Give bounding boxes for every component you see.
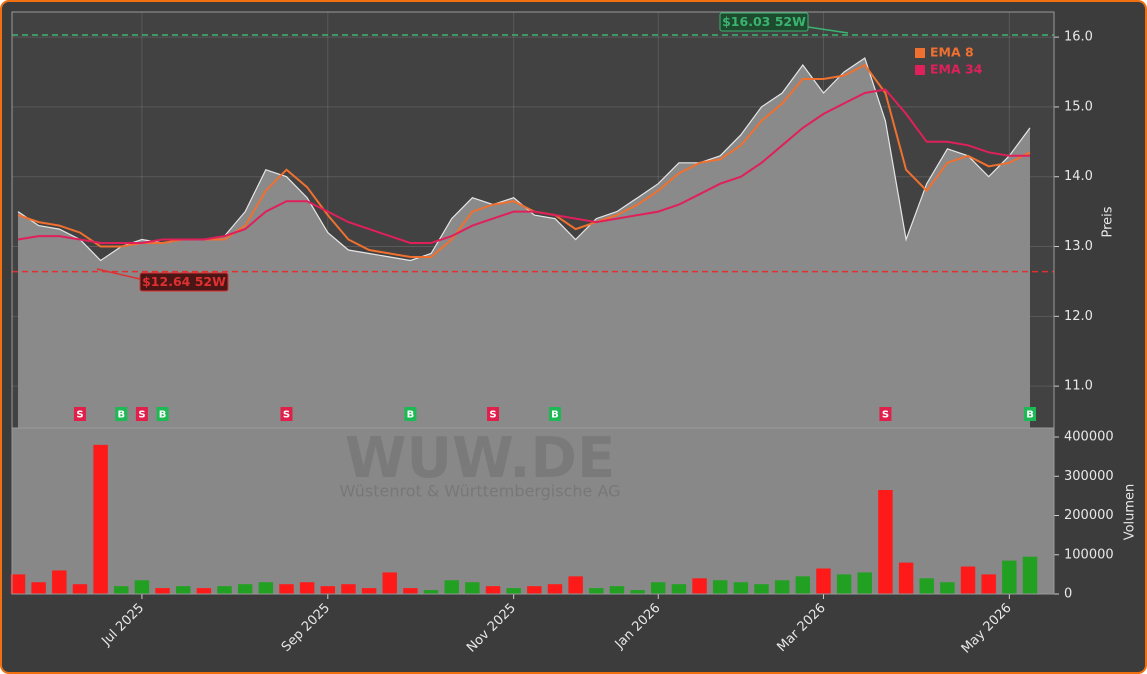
volume-bar	[361, 588, 377, 594]
y-tick-label: 400000	[1064, 430, 1114, 445]
signal-label: B	[117, 410, 125, 421]
volume-bar	[320, 586, 336, 594]
low-arrow	[96, 268, 141, 280]
y-tick-label: 300000	[1064, 469, 1114, 484]
volume-bar	[485, 586, 501, 594]
signal-box	[404, 407, 417, 421]
volume-bar	[795, 576, 811, 594]
signal-label: B	[407, 410, 415, 421]
volume-border	[11, 427, 1055, 595]
volume-bar	[981, 574, 996, 594]
legend-label: EMA 8	[930, 45, 974, 60]
high-label: $16.03 52W	[722, 14, 806, 29]
signal-box	[73, 407, 86, 421]
signal-box	[548, 407, 561, 421]
signal-label: B	[551, 410, 559, 421]
volume-bar	[940, 582, 955, 594]
volume-bar	[403, 588, 418, 594]
volume-bar	[237, 584, 253, 594]
volume-bar	[258, 582, 274, 594]
volume-bar	[382, 572, 397, 594]
signal-box	[135, 407, 148, 421]
signal-label: S	[76, 410, 83, 421]
volume-bar	[609, 586, 625, 594]
low-label-box	[139, 272, 229, 292]
volume-bar	[114, 586, 129, 594]
volume-bar	[506, 588, 521, 594]
volume-bar	[134, 580, 150, 594]
legend-swatch	[915, 48, 925, 58]
y-axis-label: Preis	[1101, 206, 1116, 237]
volume-bar	[196, 588, 212, 594]
y-tick-label: 200000	[1064, 508, 1114, 523]
volume-bar	[93, 444, 108, 594]
y-tick-label: 100000	[1064, 547, 1114, 562]
y-axis-label: Volumen	[1123, 484, 1138, 541]
y-tick-label: 14.0	[1064, 169, 1093, 184]
signal-box	[1024, 407, 1036, 421]
volume-bar	[589, 588, 604, 594]
volume-bar	[919, 578, 934, 594]
volume-bar	[444, 580, 459, 594]
volume-bar	[1022, 556, 1038, 594]
volume-bar	[774, 580, 790, 594]
volume-bar	[630, 590, 645, 594]
y-tick-label: 0	[1064, 587, 1072, 602]
volume-bar	[651, 582, 666, 594]
volume-bar	[836, 574, 852, 594]
volume-bar	[10, 574, 26, 594]
volume-bar	[31, 582, 46, 594]
volume-bar	[898, 562, 914, 594]
y-tick-label: 16.0	[1064, 30, 1093, 45]
legend-label: EMA 34	[930, 62, 983, 77]
signal-label: B	[159, 410, 167, 421]
volume-bar	[692, 578, 707, 594]
volume-bar	[1002, 560, 1017, 594]
volume-bar	[299, 582, 315, 594]
volume-bar	[816, 568, 831, 594]
low-label: $12.64 52W	[142, 274, 226, 289]
volume-bar	[175, 586, 191, 594]
y-tick-label: 12.0	[1064, 309, 1093, 324]
volume-bar	[527, 586, 542, 594]
volume-bar	[72, 584, 88, 594]
signal-box	[879, 407, 892, 421]
signal-label: S	[489, 410, 496, 421]
volume-bar	[712, 580, 728, 594]
high-arrow	[807, 26, 849, 34]
y-tick-label: 15.0	[1064, 99, 1093, 114]
volume-bar	[754, 584, 769, 594]
watermark: WUW.DE	[345, 426, 615, 491]
signal-label: S	[882, 410, 889, 421]
volume-bar	[568, 576, 583, 594]
signal-box	[280, 407, 293, 421]
high-label-box	[719, 12, 809, 32]
signal-label: S	[283, 410, 290, 421]
volume-bar	[878, 490, 893, 594]
y-tick-label: 13.0	[1064, 239, 1093, 254]
volume-bar	[279, 584, 294, 594]
signal-box	[115, 407, 128, 421]
volume-bar	[465, 582, 480, 594]
signal-box	[487, 407, 500, 421]
legend-swatch	[915, 65, 925, 75]
volume-bar	[547, 584, 563, 594]
volume-bar	[733, 582, 749, 594]
volume-bar	[217, 586, 232, 594]
volume-bar	[671, 584, 687, 594]
volume-bar	[52, 570, 67, 594]
signal-label: B	[1026, 410, 1034, 421]
y-tick-label: 11.0	[1064, 379, 1093, 394]
signal-label: S	[138, 410, 145, 421]
volume-bar	[857, 572, 873, 594]
signal-box	[156, 407, 169, 421]
volume-bar	[423, 590, 439, 594]
ema-line	[17, 88, 1030, 244]
volume-bar	[341, 584, 356, 594]
volume-bar	[155, 588, 170, 594]
volume-bar	[960, 566, 976, 594]
watermark-subtitle: Wüstenrot & Württembergische AG	[339, 482, 620, 501]
